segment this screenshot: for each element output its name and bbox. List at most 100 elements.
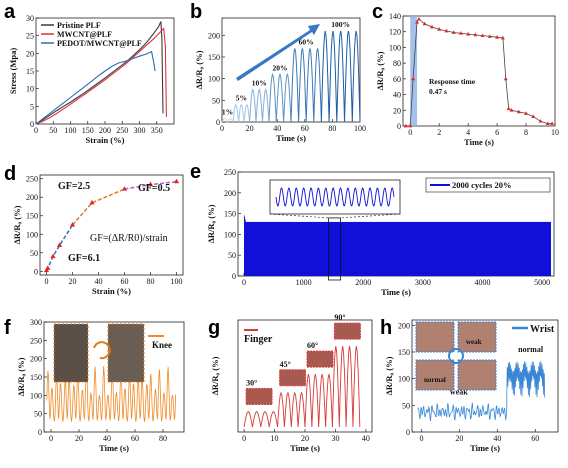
panel-letter: e: [190, 161, 201, 183]
x-tick-label: 40: [493, 434, 501, 443]
data-marker: [437, 27, 442, 31]
data-marker: [45, 265, 51, 270]
y-tick-label: 300: [30, 318, 42, 327]
cycle-segment: [268, 72, 292, 123]
y-tick-label: 150: [26, 212, 38, 221]
plot-frame: [39, 174, 184, 276]
photo-label: weak: [466, 338, 482, 346]
zoom-connector: [269, 213, 329, 219]
strain-label: 60%: [299, 37, 314, 46]
panel-letter: c: [372, 1, 383, 23]
panel-g: 0 10 20 30 40 Time (s) ΔR/R₀ (%) g 30° 45° 60° 90° F…: [208, 313, 373, 453]
data-marker: [466, 31, 471, 36]
x-tick-label: 6: [495, 128, 499, 137]
x-tick-label: 0: [220, 124, 224, 133]
panel-letter: h: [380, 317, 392, 339]
gf-formula: GF=(ΔR/R0)/strain: [90, 233, 168, 244]
legend-entry: 2000 cycles 20%: [452, 180, 512, 190]
y-tick-label: 0: [34, 267, 38, 276]
y-axis-label: ΔR/R₀ (%): [12, 205, 22, 244]
finger-photo: [279, 369, 307, 387]
cycle-arrow-icon: [448, 348, 464, 364]
knee-signal: [46, 365, 176, 422]
panel-letter: d: [4, 163, 16, 185]
legend-box: [425, 177, 551, 193]
x-tick-label: 350: [151, 126, 163, 135]
y-tick-label: 200: [26, 193, 38, 202]
y-tick-label: 250: [30, 336, 42, 345]
data-marker: [458, 31, 463, 35]
data-marker: [506, 106, 511, 111]
x-tick-label: 0: [408, 128, 412, 137]
panel-a: 0 50 100 150 200 250 300 350 0 5 10 15 20 25 30 Strain …: [4, 1, 175, 145]
zoom-wave: [275, 187, 395, 207]
finger-photo: [333, 322, 361, 340]
x-tick-label: 4000: [474, 278, 490, 287]
x-tick-label: 2000: [355, 278, 371, 287]
x-tick-label: 4: [466, 128, 470, 137]
wrist-photo: [415, 321, 455, 353]
wrist-photo: [457, 321, 497, 353]
data-marker: [473, 32, 478, 37]
y-tick-label: 0: [30, 120, 34, 129]
x-axis-label: Time (s): [99, 443, 129, 453]
x-tick-label: 60: [121, 277, 129, 286]
y-tick-label: 100: [208, 75, 220, 84]
y-tick-label: 150: [398, 348, 410, 357]
x-tick-label: 20: [75, 434, 83, 443]
x-tick-label: 0: [49, 434, 53, 443]
data-marker: [495, 35, 500, 39]
angle-label: 60°: [307, 341, 318, 350]
x-tick-label: 100: [171, 277, 183, 286]
legend-entry: Pristine PLF: [57, 21, 101, 30]
x-tick-label: 60: [531, 434, 539, 443]
annotation-line: Response time: [429, 77, 476, 86]
y-tick-label: 25: [26, 32, 34, 41]
y-tick-label: 0: [216, 118, 220, 127]
x-tick-label: 20: [455, 434, 463, 443]
y-tick-label: 120: [389, 28, 401, 37]
finger-signal: [243, 410, 279, 428]
y-tick-label: 150: [208, 53, 220, 62]
data-marker: [516, 109, 521, 114]
x-tick-label: 1000: [296, 278, 312, 287]
y-tick-label: 50: [30, 249, 38, 258]
data-marker: [69, 222, 76, 227]
zoom-connector: [340, 213, 401, 219]
data-marker: [121, 186, 128, 191]
legend: 2000 cycles 20%: [425, 177, 551, 193]
strain-label: 20%: [272, 63, 287, 72]
y-tick-label: 80: [393, 59, 401, 68]
panel-d: 0 20 40 60 80 100 0 50 100 150 200 250 Strain (%) ΔR/…: [4, 163, 184, 296]
y-tick-label: 100: [26, 230, 38, 239]
x-tick-label: 2: [437, 128, 441, 137]
x-tick-label: 150: [82, 126, 94, 135]
finger-photo: [245, 387, 273, 405]
data-marker: [538, 119, 543, 123]
y-tick-label: 50: [212, 96, 220, 105]
y-tick-label: 60: [393, 75, 401, 84]
data-marker: [487, 34, 492, 38]
x-axis-label: Time (s): [290, 443, 320, 453]
plot-frame: [402, 15, 556, 127]
x-tick-label: 40: [95, 277, 103, 286]
data-marker: [408, 123, 413, 128]
arrow-shape: [236, 24, 320, 81]
photo-label: normal: [424, 376, 446, 384]
x-tick-label: 40: [273, 124, 281, 133]
x-axis-label: Time (s): [470, 443, 500, 453]
cycle-segment: [320, 30, 361, 123]
y-axis-label: ΔR/R₀ (%): [206, 204, 216, 243]
cycle-segment: [221, 117, 234, 124]
gf-label: GF=0.5: [138, 183, 170, 194]
data-marker: [500, 35, 505, 40]
strain-label: 5%: [236, 94, 247, 103]
legend-entry: PEDOT/MWCNT@PLF: [57, 39, 142, 48]
cycle-segment: [232, 103, 251, 123]
x-axis-label: Time (s): [276, 133, 306, 143]
x-tick-label: 8: [524, 128, 528, 137]
y-axis-label: ΔR/R₀ (%): [194, 50, 204, 89]
y-axis-label: Stress (Mpa): [8, 48, 18, 95]
data-marker: [503, 76, 508, 81]
y-tick-label: 200: [208, 31, 220, 40]
